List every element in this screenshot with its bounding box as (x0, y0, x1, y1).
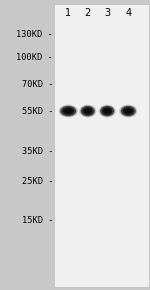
Text: 25KD -: 25KD - (22, 177, 53, 186)
Text: 70KD -: 70KD - (22, 79, 53, 89)
Ellipse shape (65, 109, 72, 113)
Ellipse shape (81, 106, 95, 116)
Text: 35KD -: 35KD - (22, 147, 53, 156)
Text: 15KD -: 15KD - (22, 216, 53, 225)
Ellipse shape (99, 105, 116, 117)
Ellipse shape (123, 107, 134, 115)
FancyBboxPatch shape (54, 4, 148, 287)
Ellipse shape (83, 107, 93, 115)
Ellipse shape (80, 105, 95, 117)
Text: 1: 1 (65, 8, 71, 18)
Ellipse shape (121, 106, 136, 116)
Ellipse shape (85, 109, 91, 113)
Ellipse shape (104, 109, 110, 113)
Ellipse shape (125, 109, 132, 113)
Text: 3: 3 (104, 8, 110, 18)
Ellipse shape (62, 107, 74, 115)
Ellipse shape (119, 105, 137, 117)
Ellipse shape (58, 105, 78, 117)
Ellipse shape (102, 107, 112, 115)
Text: 130KD -: 130KD - (16, 30, 53, 39)
Text: 100KD -: 100KD - (16, 53, 53, 63)
Text: 2: 2 (85, 8, 91, 18)
Text: 4: 4 (125, 8, 131, 18)
Ellipse shape (100, 106, 114, 116)
Ellipse shape (79, 105, 96, 117)
Ellipse shape (100, 105, 115, 117)
Ellipse shape (60, 106, 76, 116)
Ellipse shape (60, 105, 77, 117)
Ellipse shape (120, 105, 136, 117)
Text: 55KD -: 55KD - (22, 106, 53, 116)
